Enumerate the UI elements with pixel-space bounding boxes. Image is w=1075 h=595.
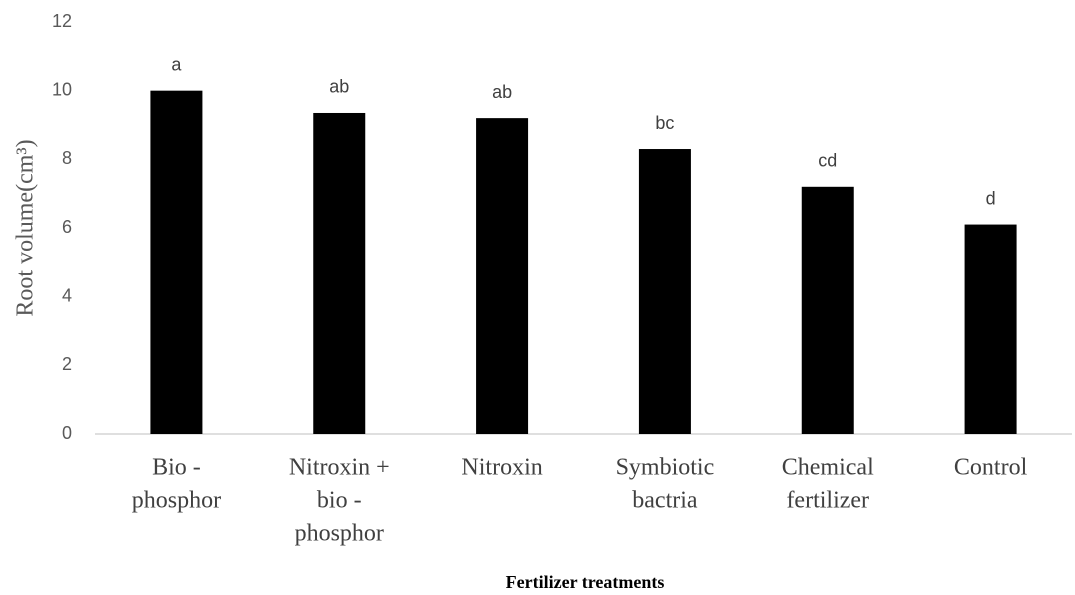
y-tick-label: 10 [52, 79, 72, 99]
x-tick-label: Chemical [782, 455, 874, 481]
x-tick-label: bio - [317, 488, 362, 514]
bar-annotation: d [986, 188, 996, 208]
bar [964, 224, 1017, 434]
bar-annotation: cd [818, 151, 837, 171]
x-tick-label: fertilizer [786, 488, 869, 514]
bar-annotation: ab [329, 77, 349, 97]
x-tick-label: Bio - [152, 455, 201, 481]
y-tick-label: 6 [62, 217, 72, 237]
x-tick-label: Nitroxin + [289, 455, 390, 481]
y-tick-label: 12 [52, 11, 72, 31]
x-tick-label: Symbiotic [616, 455, 715, 481]
y-tick-label: 4 [62, 285, 72, 305]
y-tick-label: 0 [62, 423, 72, 443]
x-tick-label: Nitroxin [461, 455, 542, 481]
x-tick-label: phosphor [132, 488, 221, 514]
y-tick-label: 8 [62, 148, 72, 168]
x-tick-label: phosphor [295, 521, 384, 547]
bar [801, 186, 854, 434]
x-tick-label: bactria [632, 488, 698, 514]
bar [313, 112, 366, 434]
bar [638, 149, 691, 435]
bar-annotation: a [171, 54, 182, 74]
bar-annotation: ab [492, 82, 512, 102]
bar-annotation: bc [655, 113, 674, 133]
bar [476, 118, 529, 434]
y-tick-label: 2 [62, 354, 72, 374]
y-axis-label: Root volume(cm³) [13, 139, 39, 316]
bar [150, 90, 203, 435]
x-tick-label: Control [954, 455, 1028, 481]
x-axis-label: Fertilizer treatments [506, 572, 665, 592]
